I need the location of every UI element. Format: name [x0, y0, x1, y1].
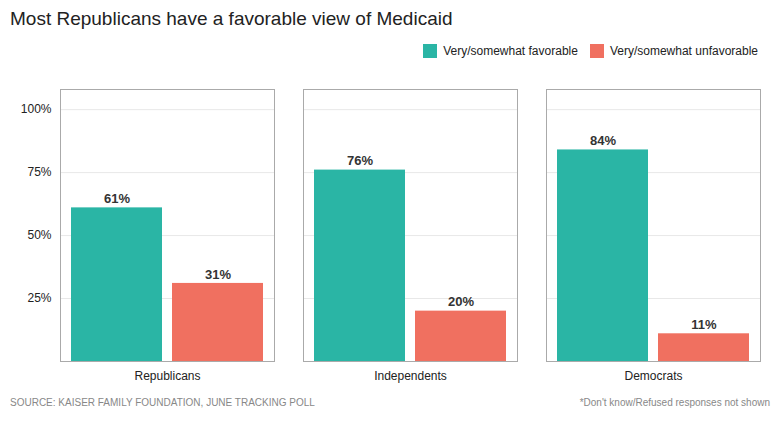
svg-text:Independents: Independents	[374, 369, 447, 383]
svg-text:Democrats: Democrats	[624, 369, 682, 383]
svg-text:76%: 76%	[347, 153, 373, 168]
svg-text:11%: 11%	[691, 317, 717, 332]
html-text:Very/somewhat favorable: Very/somewhat favorable	[443, 43, 578, 58]
svg-text:75%: 75%	[27, 165, 51, 179]
svg-text:84%: 84%	[590, 133, 616, 148]
svg-text:Republicans: Republicans	[134, 369, 200, 383]
svg-text:31%: 31%	[205, 267, 231, 282]
html-text:Most Republicans have a favora: Most Republicans have a favorable view o…	[10, 8, 453, 29]
svg-text:20%: 20%	[448, 294, 474, 309]
html-text:Very/somewhat unfavorable: Very/somewhat unfavorable	[609, 43, 758, 58]
html-text:*Don't know/Refused responses: *Don't know/Refused responses not shown	[579, 397, 770, 408]
svg-text:50%: 50%	[27, 228, 51, 242]
svg-text:100%: 100%	[21, 102, 52, 116]
svg-text:25%: 25%	[27, 291, 51, 305]
svg-text:61%: 61%	[104, 191, 130, 206]
html-text:SOURCE: KAISER FAMILY FOUNDATI: SOURCE: KAISER FAMILY FOUNDATION, JUNE T…	[10, 397, 315, 408]
